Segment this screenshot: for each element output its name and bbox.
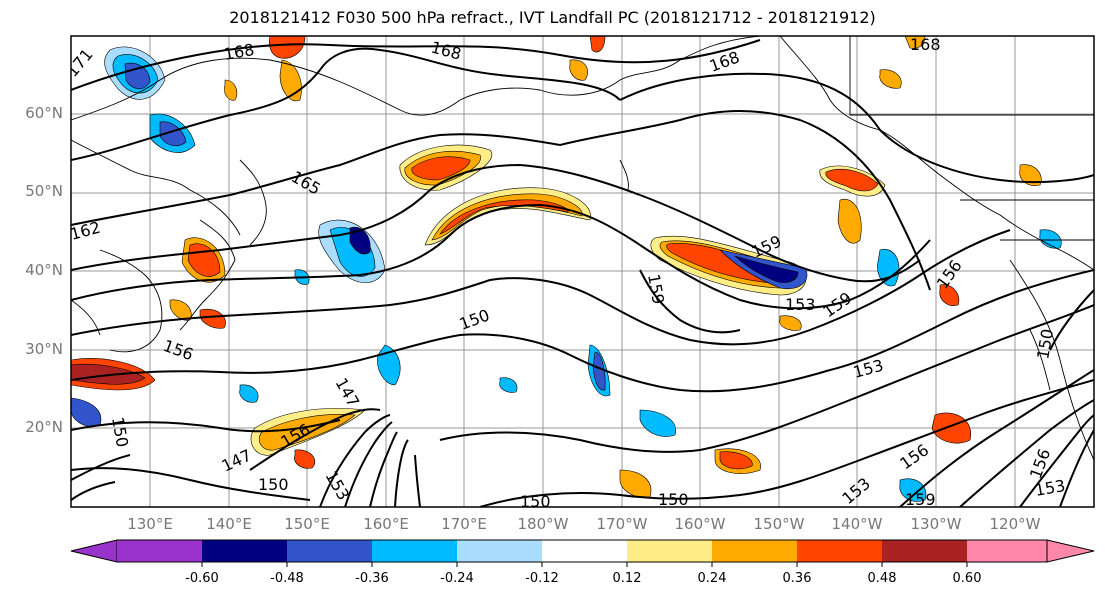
- coastlines: [71, 36, 1094, 461]
- colorbar-bin: [967, 540, 1047, 562]
- refractivity-contours: [71, 39, 1094, 507]
- colorbar-tick-label: 0.48: [867, 571, 897, 586]
- colorbar-bin: [287, 540, 372, 562]
- lon-label: 140°W: [831, 515, 883, 533]
- contour-label: 150: [658, 490, 689, 509]
- contour-label: 159: [905, 490, 936, 509]
- contour-label: 150: [520, 492, 551, 511]
- lon-label: 180°W: [517, 515, 569, 533]
- lat-label-20n: 20°N: [25, 418, 63, 436]
- colorbar-tick-label: -0.36: [355, 571, 389, 586]
- colorbar-tick-label: 0.12: [612, 571, 642, 586]
- lat-label-50n: 50°N: [25, 182, 63, 200]
- colorbar-tick-label: 0.24: [697, 571, 727, 586]
- lat-label-40n: 40°N: [25, 261, 63, 279]
- colorbar-bin: [372, 540, 457, 562]
- colorbar: [70, 539, 1095, 567]
- colorbar-tick-label: -0.24: [440, 571, 474, 586]
- lon-label: 140°E: [206, 515, 252, 533]
- lon-label: 170°W: [596, 515, 648, 533]
- colorbar-bin: [882, 540, 967, 562]
- lat-label-30n: 30°N: [25, 340, 63, 358]
- colorbar-bin: [457, 540, 542, 562]
- colorbar-bin: [202, 540, 287, 562]
- colorbar-max-extend: [1046, 539, 1095, 563]
- lon-label: 150°E: [284, 515, 330, 533]
- map-title: 2018121412 F030 500 hPa refract., IVT La…: [229, 8, 876, 27]
- colorbar-tick-label: -0.12: [525, 571, 559, 586]
- colorbar-bin: [542, 540, 627, 562]
- colorbar-tick-label: 0.60: [952, 571, 982, 586]
- lon-label: 160°W: [674, 515, 726, 533]
- colorbar-min-extend: [70, 539, 118, 563]
- colorbar-bin: [712, 540, 797, 562]
- lon-label: 160°E: [363, 515, 409, 533]
- colorbar-tick-label: -0.60: [185, 571, 219, 586]
- lon-label: 170°E: [441, 515, 487, 533]
- colorbar-bin: [117, 540, 202, 562]
- lat-label-60n: 60°N: [25, 104, 63, 122]
- colorbar-bin: [627, 540, 712, 562]
- colorbar-bin: [797, 540, 882, 562]
- colorbar-tick-label: 0.36: [782, 571, 812, 586]
- contour-label: 153: [785, 295, 816, 314]
- contour-label: 168: [910, 35, 941, 54]
- lon-label: 120°W: [989, 515, 1041, 533]
- lon-label: 130°E: [127, 515, 173, 533]
- contour-label: 150: [258, 475, 289, 494]
- map-frame: [70, 35, 1095, 508]
- colorbar-tick-label: -0.48: [270, 571, 304, 586]
- lon-label: 130°W: [910, 515, 962, 533]
- lon-label: 150°W: [753, 515, 805, 533]
